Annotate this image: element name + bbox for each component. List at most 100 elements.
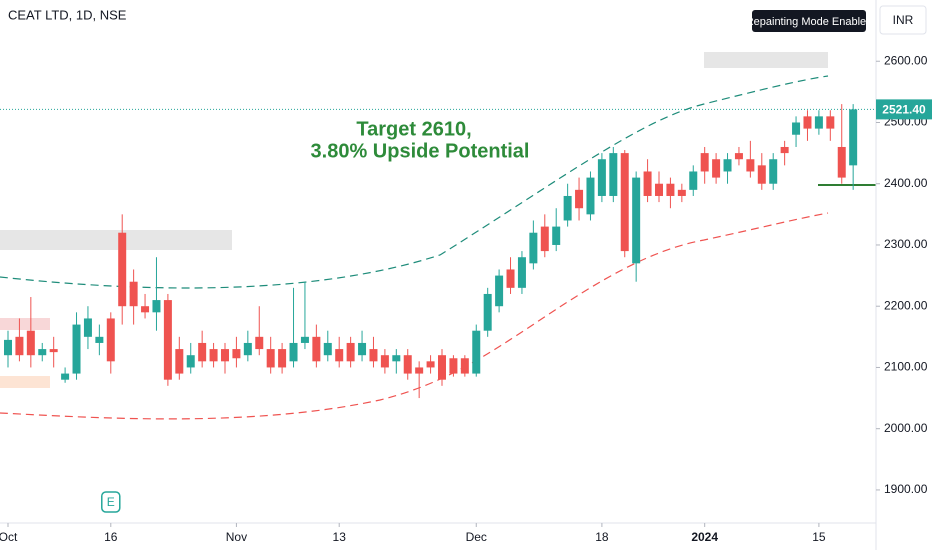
- x-tick-label: Nov: [226, 530, 247, 544]
- candle-body: [643, 171, 652, 196]
- candle-body: [826, 116, 835, 129]
- candle-body: [380, 355, 389, 368]
- candle-body: [175, 349, 184, 374]
- candle-body: [666, 183, 675, 196]
- candle-body: [849, 109, 858, 166]
- annotation: 3.80% Upside Potential: [311, 140, 530, 162]
- candle-body: [609, 153, 618, 196]
- candle-body: [38, 349, 47, 356]
- candle-body: [620, 153, 629, 252]
- candle-body: [677, 189, 686, 196]
- candle-body: [141, 306, 150, 313]
- y-tick-label: 2200.00: [884, 298, 928, 312]
- candle-body: [438, 355, 446, 380]
- candle-body: [26, 330, 35, 356]
- y-tick-label: 2000.00: [884, 421, 928, 435]
- candle-body: [689, 171, 698, 190]
- candle-body: [106, 318, 115, 362]
- candle-body: [152, 300, 161, 313]
- candle-body: [335, 349, 344, 362]
- candle-body: [72, 324, 81, 374]
- last-price-box: [876, 99, 932, 120]
- candle-body: [220, 349, 229, 362]
- candle-body: [517, 257, 526, 288]
- candle-body: [95, 336, 104, 343]
- candle-body: [243, 342, 252, 356]
- candle-body: [837, 146, 846, 178]
- candle-body: [746, 159, 755, 172]
- candle-body: [780, 146, 789, 154]
- x-tick-label: 16: [104, 530, 118, 544]
- candle-body: [483, 293, 492, 331]
- candle-body: [403, 355, 412, 374]
- candle-body: [460, 358, 469, 374]
- x-tick-label: Oct: [0, 530, 18, 544]
- last-price-label: 2521.40: [882, 103, 926, 117]
- candle-body: [61, 373, 70, 380]
- candle-body: [289, 342, 298, 362]
- candle-body: [346, 342, 355, 362]
- candle-body: [449, 358, 458, 374]
- candle-body: [655, 183, 663, 196]
- candle-body: [597, 159, 606, 196]
- x-tick-label: 15: [812, 530, 826, 544]
- candle-body: [163, 300, 172, 380]
- y-tick-label: 2300.00: [884, 237, 928, 251]
- candle-body: [278, 349, 287, 368]
- candle-body: [369, 349, 378, 362]
- candle-body: [415, 367, 424, 374]
- y-tick-label: 2600.00: [884, 53, 928, 67]
- currency-box[interactable]: [879, 5, 927, 35]
- earnings-marker: [101, 491, 121, 513]
- candle-body: [757, 165, 766, 184]
- candle-body: [472, 330, 481, 374]
- currency[interactable]: INR: [893, 13, 914, 27]
- annotation: Target 2610,: [356, 118, 471, 140]
- x-tick-label: 18: [595, 530, 609, 544]
- candle-body: [575, 189, 584, 209]
- candle-body: [15, 336, 24, 356]
- lower-envelope: [0, 212, 829, 420]
- candle-body: [358, 342, 367, 356]
- zone-band: [0, 230, 232, 250]
- candle-body: [506, 269, 515, 288]
- candle-body: [266, 349, 275, 368]
- candle-body: [803, 116, 812, 129]
- y-tick-label: 2100.00: [884, 360, 928, 374]
- x-tick-label: 2024: [691, 530, 718, 544]
- candle-body: [300, 336, 309, 343]
- candle-body: [3, 339, 12, 356]
- candle-body: [632, 177, 641, 264]
- candle-body: [49, 349, 58, 353]
- earnings-label: E: [107, 495, 115, 509]
- candle-body: [563, 195, 572, 221]
- candle-body: [700, 153, 709, 172]
- candle-body: [323, 342, 332, 356]
- zone-band: [704, 52, 828, 68]
- zone-band: [0, 318, 50, 330]
- candle-body: [129, 281, 138, 307]
- candle-body: [312, 336, 321, 362]
- x-tick-label: 13: [333, 530, 347, 544]
- candle-body: [118, 232, 127, 307]
- candle-body: [426, 361, 435, 368]
- candle-body: [552, 226, 561, 245]
- candle-body: [712, 159, 721, 178]
- candle-body: [723, 159, 732, 172]
- candle-body: [814, 116, 823, 129]
- candle-body: [769, 159, 778, 184]
- y-tick-label: 1900.00: [884, 482, 928, 496]
- candle-body: [495, 275, 504, 307]
- candle-body: [792, 122, 801, 135]
- candle-body: [186, 355, 195, 368]
- candle-body: [529, 232, 538, 264]
- candle-body: [83, 318, 92, 337]
- zone-band: [0, 376, 50, 388]
- mode-badge-bg: [752, 10, 866, 32]
- x-tick-label: Dec: [466, 530, 487, 544]
- candle-body: [198, 342, 207, 362]
- candle-body: [255, 336, 264, 350]
- candle-body: [586, 177, 595, 215]
